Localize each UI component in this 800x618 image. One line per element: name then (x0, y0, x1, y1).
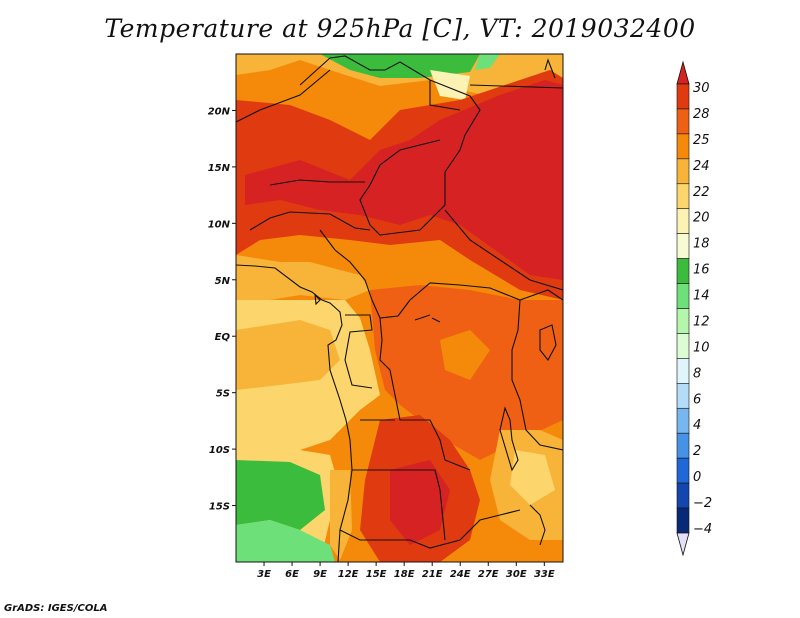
colorbar-label: 22 (693, 185, 710, 200)
lon-tick-label: 30E (506, 569, 527, 580)
latitude-axis: 20N 15N 10N 5N EQ 5S 10S 15S (208, 106, 236, 513)
colorbar-label: −2 (693, 496, 712, 511)
lat-tick-label: 10N (208, 219, 231, 230)
colorbar-label: 14 (693, 289, 710, 304)
colorbar-swatch (676, 457, 690, 484)
lon-tick-label: 33E (534, 569, 555, 580)
colorbar-label: 24 (693, 159, 710, 174)
lon-tick-label: 15E (366, 569, 387, 580)
colorbar-bottom-arrow (676, 532, 690, 557)
colorbar-swatch (676, 482, 690, 509)
lat-tick-label: 15S (209, 502, 230, 513)
colorbar-label: −4 (693, 522, 712, 537)
colorbar-swatch (676, 432, 690, 459)
colorbar-swatch (676, 308, 690, 334)
colorbar-label: 0 (693, 470, 701, 485)
colorbar-swatch (676, 183, 690, 210)
longitude-axis: 3E 6E 9E 12E 15E 18E 21E 24E 27E 30E 33E (257, 562, 555, 580)
colorbar-label: 28 (693, 107, 710, 122)
lat-tick-label: 20N (208, 106, 231, 117)
lon-tick-label: 3E (257, 569, 271, 580)
colorbar-swatch (676, 208, 690, 234)
colorbar-swatch (676, 507, 690, 534)
colorbar-swatch (676, 233, 690, 259)
lon-tick-label: 24E (450, 569, 471, 580)
lon-tick-label: 18E (394, 569, 415, 580)
colorbar-swatch (676, 407, 690, 434)
colorbar-label: 8 (693, 366, 701, 381)
temperature-field (236, 54, 563, 562)
colorbar-swatch (676, 158, 690, 185)
colorbar-swatch (676, 358, 690, 384)
colorbar-swatch (676, 108, 690, 135)
lon-tick-label: 9E (313, 569, 327, 580)
colorbar-label: 18 (693, 237, 710, 252)
colorbar-label: 20 (693, 211, 710, 226)
colorbar-label: 12 (693, 314, 710, 329)
colorbar-swatch (676, 383, 690, 409)
lon-tick-label: 12E (338, 569, 359, 580)
lat-tick-label: 5N (215, 276, 231, 287)
colorbar-swatch (676, 333, 690, 359)
map-title: Temperature at 925hPa [C], VT: 201903240… (104, 14, 696, 43)
colorbar-top-arrow (676, 60, 690, 85)
colorbar-swatch (676, 283, 690, 309)
colorbar-label: 16 (693, 263, 710, 278)
lat-tick-label: 15N (208, 163, 231, 174)
grads-credit: GrADS: IGES/COLA (4, 603, 108, 614)
colorbar-label: 2 (693, 444, 701, 459)
colorbar-swatch (676, 133, 690, 160)
lat-tick-label: 5S (216, 389, 230, 400)
map-frame (235, 53, 564, 563)
colorbar-label: 6 (693, 392, 701, 407)
colorbar-label: 4 (693, 418, 701, 433)
colorbar-swatch (676, 83, 690, 110)
colorbar-label: 10 (693, 340, 710, 355)
lon-tick-label: 21E (422, 569, 443, 580)
lat-tick-label: EQ (215, 332, 231, 343)
lat-tick-label: 10S (209, 445, 230, 456)
colorbar-label: 30 (693, 81, 710, 96)
lon-tick-label: 6E (285, 569, 299, 580)
colorbar-label: 25 (693, 133, 710, 148)
country-borders (236, 55, 563, 562)
colorbar-swatch (676, 258, 690, 284)
lon-tick-label: 27E (478, 569, 499, 580)
